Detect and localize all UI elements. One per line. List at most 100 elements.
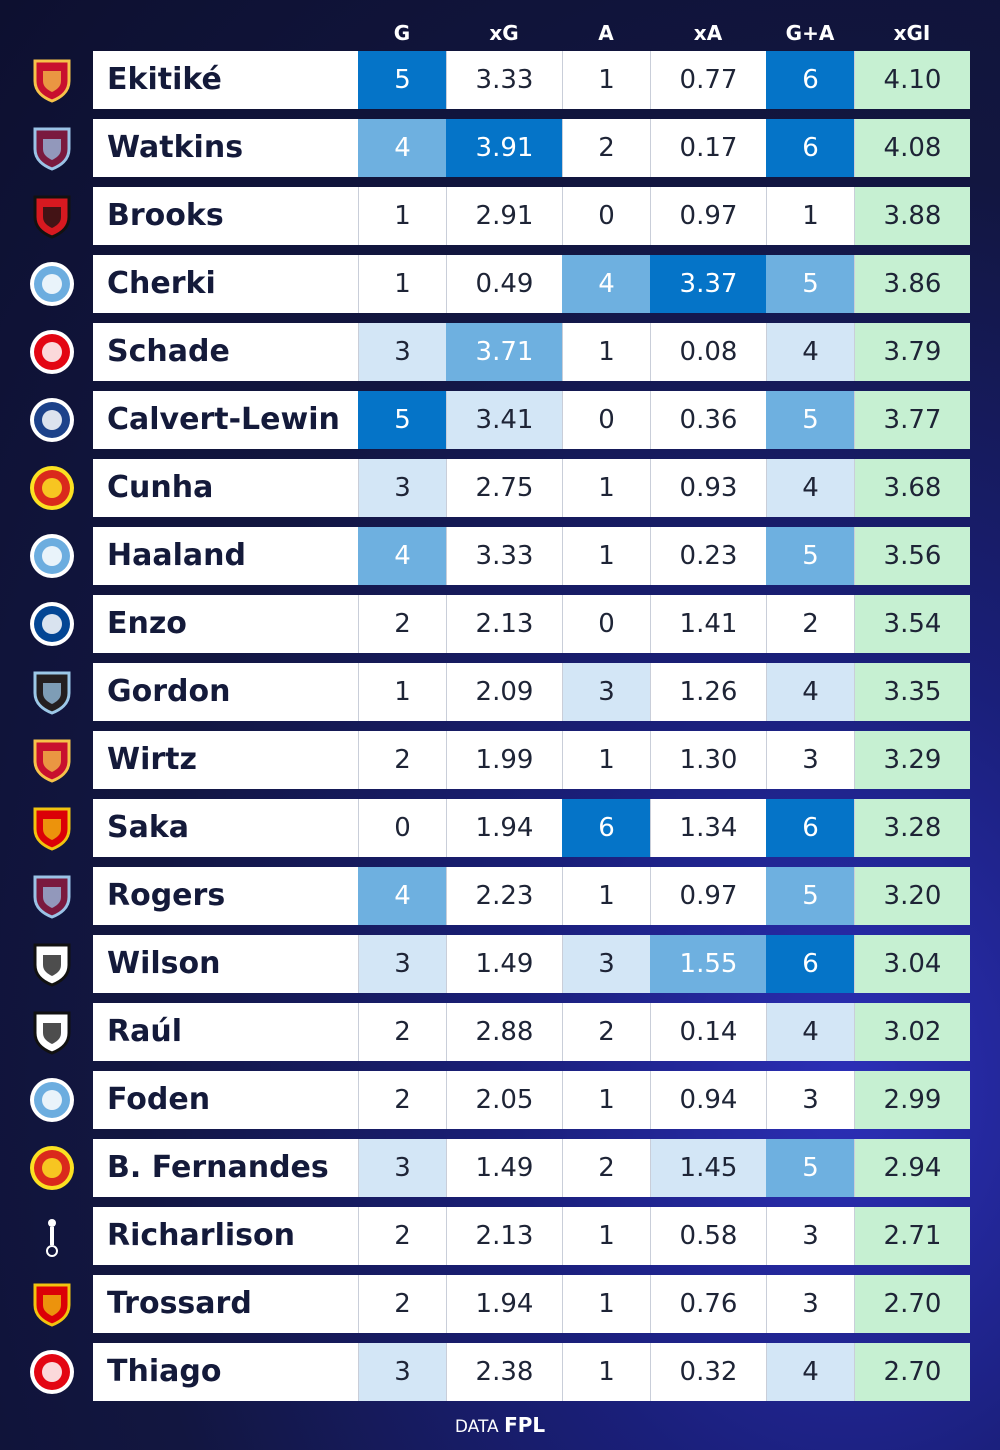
player-name: Brooks xyxy=(93,187,358,245)
stat-cell-a: 6 xyxy=(562,799,650,857)
stat-cell-xa: 1.55 xyxy=(650,935,766,993)
table-row: Schade 3 3.71 1 0.08 4 3.79 xyxy=(0,323,1000,381)
stat-cell-xa: 0.36 xyxy=(650,391,766,449)
brentford-crest-icon xyxy=(29,1349,75,1395)
bournemouth-crest-icon xyxy=(29,193,75,239)
stat-cell-g-plus-a: 6 xyxy=(766,119,854,177)
stat-cell-xgi: 2.94 xyxy=(854,1139,970,1197)
table-row: Gordon 1 2.09 3 1.26 4 3.35 xyxy=(0,663,1000,721)
stat-cell-g: 4 xyxy=(358,527,446,585)
stat-cell-g-plus-a: 3 xyxy=(766,1207,854,1265)
table-row: Brooks 1 2.91 0 0.97 1 3.88 xyxy=(0,187,1000,245)
player-name: Gordon xyxy=(93,663,358,721)
table-row: Richarlison 2 2.13 1 0.58 3 2.71 xyxy=(0,1207,1000,1265)
stat-cell-g-plus-a: 5 xyxy=(766,527,854,585)
column-header-g-plus-a: G+A xyxy=(785,21,835,45)
stat-cell-g: 2 xyxy=(358,1207,446,1265)
stat-cell-xa: 0.14 xyxy=(650,1003,766,1061)
stat-cell-g: 5 xyxy=(358,51,446,109)
stat-cell-a: 1 xyxy=(562,731,650,789)
stat-cell-a: 1 xyxy=(562,51,650,109)
table-row: Cunha 3 2.75 1 0.93 4 3.68 xyxy=(0,459,1000,517)
table-row: B. Fernandes 3 1.49 2 1.45 5 2.94 xyxy=(0,1139,1000,1197)
player-name: Cherki xyxy=(93,255,358,313)
stat-cell-a: 1 xyxy=(562,1275,650,1333)
stat-cell-xgi: 3.54 xyxy=(854,595,970,653)
stat-cell-g-plus-a: 4 xyxy=(766,1003,854,1061)
stat-cell-xa: 1.30 xyxy=(650,731,766,789)
table-row: Rogers 4 2.23 1 0.97 5 3.20 xyxy=(0,867,1000,925)
stat-cell-xa: 0.58 xyxy=(650,1207,766,1265)
stat-cell-a: 0 xyxy=(562,391,650,449)
stat-cell-g: 1 xyxy=(358,255,446,313)
table-row: Thiago 3 2.38 1 0.32 4 2.70 xyxy=(0,1343,1000,1401)
stat-cell-a: 1 xyxy=(562,1071,650,1129)
stat-cell-g: 3 xyxy=(358,935,446,993)
stat-cell-g-plus-a: 5 xyxy=(766,1139,854,1197)
stat-cell-a: 1 xyxy=(562,1343,650,1401)
tottenham-crest-icon xyxy=(29,1213,75,1259)
stat-cell-a: 1 xyxy=(562,459,650,517)
stat-cell-a: 0 xyxy=(562,595,650,653)
table-row: Wilson 3 1.49 3 1.55 6 3.04 xyxy=(0,935,1000,993)
stat-cell-g-plus-a: 4 xyxy=(766,459,854,517)
man-utd-crest-icon xyxy=(29,1145,75,1191)
aston-villa-crest-icon xyxy=(29,125,75,171)
stat-cell-xgi: 4.08 xyxy=(854,119,970,177)
table-row: Ekitiké 5 3.33 1 0.77 6 4.10 xyxy=(0,51,1000,109)
stat-cell-xa: 1.41 xyxy=(650,595,766,653)
stat-cell-xg: 2.09 xyxy=(446,663,562,721)
stat-cell-a: 3 xyxy=(562,663,650,721)
table-row: Cherki 1 0.49 4 3.37 5 3.86 xyxy=(0,255,1000,313)
liverpool-crest-icon xyxy=(29,737,75,783)
stat-cell-xa: 1.45 xyxy=(650,1139,766,1197)
stat-cell-g: 4 xyxy=(358,867,446,925)
player-name: Schade xyxy=(93,323,358,381)
stat-cell-xg: 2.13 xyxy=(446,1207,562,1265)
fulham-crest-icon xyxy=(29,1009,75,1055)
stat-cell-xgi: 3.86 xyxy=(854,255,970,313)
arsenal-crest-icon xyxy=(29,1281,75,1327)
player-name: Trossard xyxy=(93,1275,358,1333)
stat-cell-g: 2 xyxy=(358,1275,446,1333)
table-row: Foden 2 2.05 1 0.94 3 2.99 xyxy=(0,1071,1000,1129)
brentford-crest-icon xyxy=(29,329,75,375)
stat-cell-xg: 2.05 xyxy=(446,1071,562,1129)
stat-cell-xa: 1.26 xyxy=(650,663,766,721)
stat-cell-g-plus-a: 5 xyxy=(766,391,854,449)
stat-cell-xgi: 3.04 xyxy=(854,935,970,993)
stat-cell-g-plus-a: 1 xyxy=(766,187,854,245)
stat-cell-a: 2 xyxy=(562,119,650,177)
stat-cell-xa: 1.34 xyxy=(650,799,766,857)
stat-cell-xa: 0.17 xyxy=(650,119,766,177)
player-name: Raúl xyxy=(93,1003,358,1061)
stat-cell-g: 2 xyxy=(358,595,446,653)
stat-cell-g-plus-a: 6 xyxy=(766,935,854,993)
stat-cell-g: 2 xyxy=(358,1071,446,1129)
stat-cell-xa: 0.97 xyxy=(650,187,766,245)
stat-cell-xgi: 3.88 xyxy=(854,187,970,245)
stat-cell-xg: 1.49 xyxy=(446,935,562,993)
player-name: Wirtz xyxy=(93,731,358,789)
column-header-g: G xyxy=(393,21,411,45)
fulham-crest-icon xyxy=(29,941,75,987)
stat-cell-xg: 1.49 xyxy=(446,1139,562,1197)
stat-cell-a: 1 xyxy=(562,1207,650,1265)
stat-cell-xa: 0.76 xyxy=(650,1275,766,1333)
stat-cell-xgi: 3.28 xyxy=(854,799,970,857)
arsenal-crest-icon xyxy=(29,805,75,851)
stat-cell-g: 1 xyxy=(358,187,446,245)
stat-cell-xa: 0.94 xyxy=(650,1071,766,1129)
stat-cell-xg: 1.94 xyxy=(446,1275,562,1333)
newcastle-crest-icon xyxy=(29,669,75,715)
player-name: Wilson xyxy=(93,935,358,993)
stat-cell-xgi: 2.71 xyxy=(854,1207,970,1265)
player-name: Cunha xyxy=(93,459,358,517)
stat-cell-a: 2 xyxy=(562,1139,650,1197)
leeds-crest-icon xyxy=(29,397,75,443)
stat-cell-g: 1 xyxy=(358,663,446,721)
stat-cell-g-plus-a: 4 xyxy=(766,663,854,721)
liverpool-crest-icon xyxy=(29,57,75,103)
stat-cell-g: 3 xyxy=(358,323,446,381)
stat-cell-xgi: 4.10 xyxy=(854,51,970,109)
